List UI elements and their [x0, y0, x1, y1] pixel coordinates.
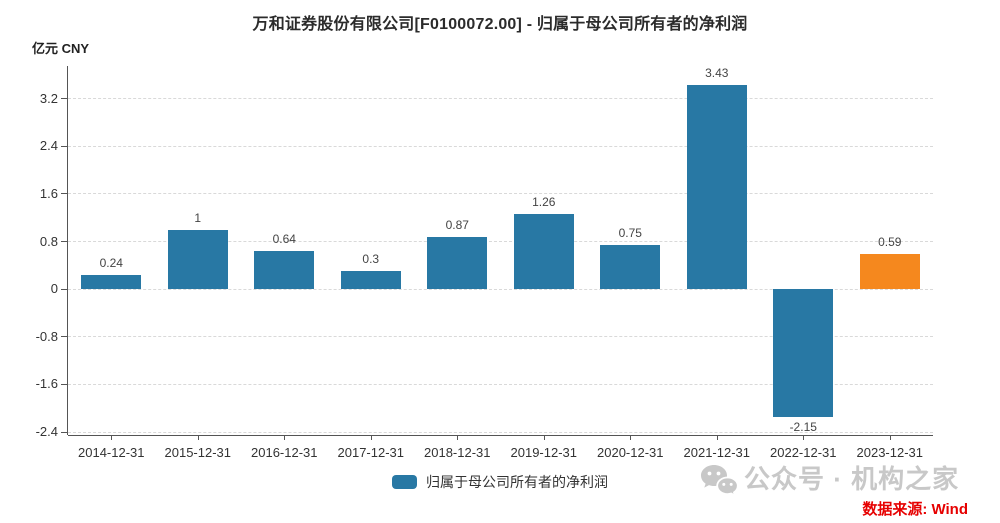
bar-value-label: 1.26: [532, 195, 556, 210]
y-axis-unit-label: 亿元 CNY: [32, 41, 90, 56]
legend: 归属于母公司所有者的净利润: [0, 472, 1000, 492]
y-axis-tick: [61, 241, 68, 243]
bar: [859, 254, 920, 290]
bar: [167, 229, 228, 290]
bar-value-label: 0.87: [445, 218, 469, 233]
gridline: [68, 241, 933, 243]
y-axis-tick: [61, 193, 68, 195]
x-axis-label: 2016-12-31: [251, 445, 318, 460]
watermark-text: 公众号 · 机构之家: [744, 464, 960, 494]
y-axis-label: 1.6: [39, 185, 58, 201]
y-axis-label: -2.4: [35, 424, 58, 440]
gridline: [68, 193, 933, 195]
bar: [427, 237, 488, 290]
legend-swatch: [392, 475, 417, 489]
gridline: [68, 431, 933, 433]
x-axis-tick: [543, 435, 545, 440]
x-axis-tick: [111, 435, 113, 440]
x-axis-tick: [630, 435, 632, 440]
y-axis-label: 3.2: [39, 90, 58, 106]
x-axis-tick: [803, 435, 805, 440]
data-source-label: 数据来源: Wind: [862, 501, 968, 518]
y-axis-tick: [61, 98, 68, 100]
gridline: [68, 145, 933, 147]
x-axis-line: [68, 435, 933, 436]
x-axis-label: 2020-12-31: [597, 445, 664, 460]
wechat-icon: [701, 465, 738, 498]
bar: [773, 289, 834, 418]
y-axis-label: -1.6: [35, 376, 58, 392]
bar: [513, 214, 574, 290]
bar: [686, 85, 747, 290]
watermark: 公众号 · 机构之家: [700, 462, 959, 498]
x-axis-tick: [197, 435, 199, 440]
y-axis-tick: [61, 383, 68, 385]
bar-value-label: 1: [194, 210, 202, 225]
bar-value-label: 0.75: [618, 225, 642, 240]
bar-value-label: 0.59: [878, 235, 902, 250]
y-axis-label: -0.8: [35, 328, 58, 344]
y-axis-tick: [61, 288, 68, 290]
x-axis-tick: [716, 435, 718, 440]
y-axis-tick: [61, 431, 68, 433]
x-axis-label: 2019-12-31: [510, 445, 578, 460]
x-axis-label: 2017-12-31: [337, 445, 405, 460]
bar-value-label: 0.24: [99, 255, 123, 270]
y-axis-tick: [61, 145, 68, 147]
x-axis-tick: [284, 435, 286, 440]
legend-label: 归属于母公司所有者的净利润: [426, 474, 608, 490]
x-axis-label: 2018-12-31: [424, 445, 491, 460]
x-axis-label: 2014-12-31: [78, 445, 145, 460]
gridline: [68, 336, 933, 338]
y-axis-label: 0.8: [39, 233, 58, 249]
y-axis-tick: [61, 336, 68, 338]
x-axis-tick: [457, 435, 459, 440]
bar: [81, 274, 142, 290]
bar-value-label: 0.3: [362, 252, 380, 267]
bar-value-label: 3.43: [705, 66, 729, 81]
bar: [254, 251, 315, 290]
bar: [340, 271, 401, 290]
bar-value-label: -2.15: [789, 420, 817, 435]
x-axis-label: 2021-12-31: [683, 445, 751, 460]
bar: [600, 244, 661, 290]
x-axis-tick: [889, 435, 891, 440]
gridline: [68, 383, 933, 385]
y-axis-line: [67, 66, 68, 435]
gridline: [68, 288, 933, 290]
y-axis-label: 0: [50, 281, 58, 297]
gridline: [68, 98, 933, 100]
chart-title: 万和证券股份有限公司[F0100072.00] - 归属于母公司所有者的净利润: [252, 16, 748, 33]
x-axis-label: 2023-12-31: [856, 445, 924, 460]
x-axis-tick: [370, 435, 372, 440]
bar-value-label: 0.64: [272, 232, 296, 247]
x-axis-label: 2015-12-31: [164, 445, 232, 460]
y-axis-label: 2.4: [39, 138, 58, 154]
x-axis-label: 2022-12-31: [770, 445, 837, 460]
